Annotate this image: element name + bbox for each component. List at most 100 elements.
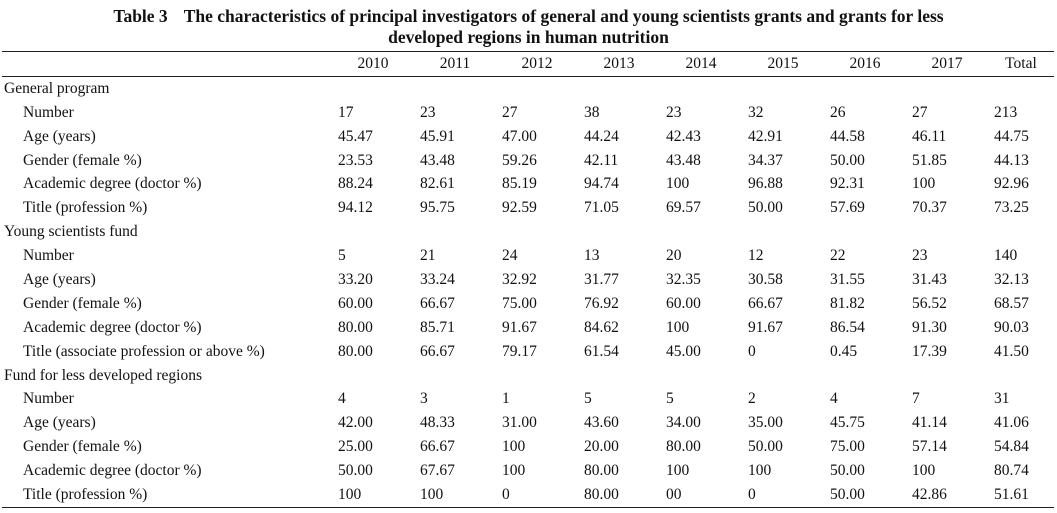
table-cell: 38 <box>584 103 600 121</box>
table-cell: 43.48 <box>420 151 455 169</box>
table-cell: 71.05 <box>584 199 619 217</box>
table-cell: 100 <box>338 485 362 503</box>
table-cell: 92.31 <box>830 175 865 193</box>
table-cell: 50.00 <box>830 462 865 480</box>
row-label: Gender (female %) <box>23 294 142 312</box>
table-cell: 26 <box>830 103 846 121</box>
column-header: 2017 <box>931 54 963 72</box>
table-cell: 42.91 <box>748 127 783 145</box>
table-cell: 0 <box>748 342 756 360</box>
table-cell: 50.00 <box>830 151 865 169</box>
table-cell: 69.57 <box>666 199 701 217</box>
row-label: Gender (female %) <box>23 151 142 169</box>
table-cell: 100 <box>502 462 526 480</box>
row-label: Number <box>23 103 74 121</box>
table-cell: 80.74 <box>994 462 1029 480</box>
table-cell: 44.13 <box>994 151 1029 169</box>
table-cell: 56.52 <box>912 294 947 312</box>
table-cell: 31 <box>994 390 1010 408</box>
table-cell: 66.67 <box>748 294 783 312</box>
table-cell: 17.39 <box>912 342 947 360</box>
table-cell: 50.00 <box>338 462 373 480</box>
table-cell: 91.67 <box>748 318 783 336</box>
table-row: Academic degree (doctor %) 80.00 85.71 91.6… <box>2 316 1054 340</box>
table-cell: 91.67 <box>502 318 537 336</box>
section-title: Young scientists fund <box>4 223 138 241</box>
table-cell: 48.33 <box>420 414 455 432</box>
table-cell: 90.03 <box>994 318 1029 336</box>
table-cell: 80.00 <box>666 438 701 456</box>
table-cell: 42.00 <box>338 414 373 432</box>
table-cell: 50.00 <box>748 438 783 456</box>
table-row: Gender (female %) 60.00 66.67 75.00 76.92 60.… <box>2 292 1054 316</box>
table-cell: 23.53 <box>338 151 373 169</box>
table-row: Age (years) 42.00 48.33 31.00 43.60 34.00 35.0… <box>2 411 1054 435</box>
section-header-row: Fund for less developed regions <box>2 364 1054 388</box>
table-cell: 33.20 <box>338 270 373 288</box>
table-cell: 5 <box>338 247 346 265</box>
table-row: Title (profession %) 100 100 0 80.00 00 0 50.00… <box>2 483 1054 508</box>
section-title: Fund for less developed regions <box>4 366 203 384</box>
table-row: Title (profession %) 94.12 95.75 92.59 71.05… <box>2 196 1054 220</box>
table-cell: 60.00 <box>338 294 373 312</box>
table-row: Academic degree (doctor %) 50.00 67.67 100 8… <box>2 459 1054 483</box>
table-cell: 45.91 <box>420 127 455 145</box>
table-cell: 140 <box>994 247 1018 265</box>
row-label: Title (profession %) <box>23 485 148 503</box>
table-cell: 100 <box>502 438 526 456</box>
table-cell: 31.43 <box>912 270 947 288</box>
table-row: Title (associate profession or above %) 8… <box>2 340 1054 364</box>
table-cell: 57.14 <box>912 438 947 456</box>
row-label: Age (years) <box>23 270 96 288</box>
table-cell: 61.54 <box>584 342 619 360</box>
table-cell: 0 <box>748 485 756 503</box>
table-cell: 34.00 <box>666 414 701 432</box>
table-cell: 7 <box>912 390 920 408</box>
table-cell: 51.85 <box>912 151 947 169</box>
table-cell: 0.45 <box>830 342 858 360</box>
row-label: Number <box>23 247 74 265</box>
table-cell: 00 <box>666 485 682 503</box>
row-label: Title (associate profession or above %) <box>23 342 265 360</box>
table-cell: 33.24 <box>420 270 455 288</box>
table-cell: 95.75 <box>420 199 455 217</box>
table-cell: 66.67 <box>420 294 455 312</box>
table-cell: 22 <box>830 247 846 265</box>
table-cell: 45.00 <box>666 342 701 360</box>
row-label: Academic degree (doctor %) <box>23 175 202 193</box>
table-cell: 4 <box>338 390 346 408</box>
table-row: Number 4 3 1 5 5 2 4 7 31 <box>2 387 1054 411</box>
table-cell: 25.00 <box>338 438 373 456</box>
section-title: General program <box>4 79 110 97</box>
table-cell: 32.92 <box>502 270 537 288</box>
column-header: 2010 <box>357 54 389 72</box>
table-cell: 41.14 <box>912 414 947 432</box>
table-cell: 42.86 <box>912 485 947 503</box>
table-cell: 100 <box>666 318 690 336</box>
table-cell: 23 <box>420 103 436 121</box>
table-cell: 88.24 <box>338 175 373 193</box>
table-body: General program Number 17 23 27 38 23 32 26 27 213… <box>2 76 1054 508</box>
table-cell: 54.84 <box>994 438 1029 456</box>
table-cell: 76.92 <box>584 294 619 312</box>
table-cell: 1 <box>502 390 510 408</box>
table-cell: 92.59 <box>502 199 537 217</box>
table-cell: 31.55 <box>830 270 865 288</box>
table-cell: 73.25 <box>994 199 1029 217</box>
table-cell: 96.88 <box>748 175 783 193</box>
table-cell: 20.00 <box>584 438 619 456</box>
table-cell: 68.57 <box>994 294 1029 312</box>
row-label: Age (years) <box>23 127 96 145</box>
table-cell: 94.12 <box>338 199 373 217</box>
table-cell: 70.37 <box>912 199 947 217</box>
column-header: 2013 <box>603 54 635 72</box>
table-cell: 17 <box>338 103 354 121</box>
table-cell: 60.00 <box>666 294 701 312</box>
table-cell: 51.61 <box>994 485 1029 503</box>
caption-title-part-1: The characteristics of principal investi… <box>183 6 944 26</box>
table-cell: 32.13 <box>994 270 1029 288</box>
table-cell: 75.00 <box>830 438 865 456</box>
table-cell: 43.48 <box>666 151 701 169</box>
table-cell: 92.96 <box>994 175 1029 193</box>
table-cell: 31.00 <box>502 414 537 432</box>
